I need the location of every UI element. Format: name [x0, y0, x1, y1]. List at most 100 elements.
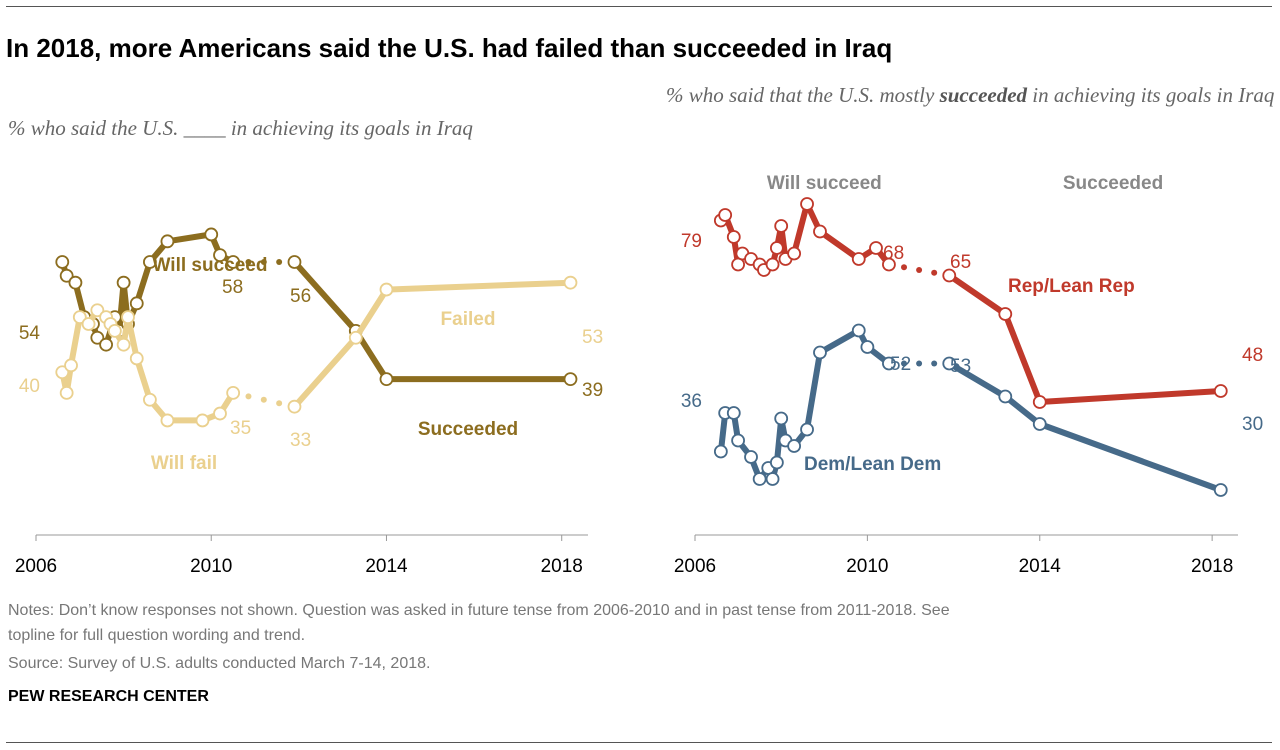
data-point: [287, 255, 302, 269]
data-point: [226, 385, 241, 400]
data-point: [55, 365, 70, 380]
data-point: [81, 317, 96, 331]
series-label: Will succeed: [153, 255, 268, 276]
right-subtitle-emphasis: succeeded: [939, 83, 1028, 107]
bottom-rule: [6, 742, 1272, 743]
series-line: [291, 259, 574, 383]
gap-dot: [245, 393, 252, 400]
data-point: [563, 275, 578, 290]
data-point: [731, 433, 745, 448]
series-label: Failed: [441, 309, 496, 330]
data-point: [99, 337, 113, 352]
data-point: [942, 268, 957, 283]
data-point: [379, 372, 394, 387]
series-dem-lean-dem: Dem/Lean Dem 36 52 53 30: [681, 323, 1263, 497]
data-point: [1032, 417, 1047, 431]
data-point: [59, 268, 74, 283]
section-label: Will succeed: [767, 173, 882, 194]
value-label: 54: [19, 323, 41, 344]
data-point: [787, 246, 802, 261]
left-chart: 2006 2010 2014 2018 Will succeed Succeeded 54 5…: [15, 227, 603, 577]
x-tick-label: 2018: [541, 556, 583, 577]
data-point: [116, 275, 131, 290]
data-point: [765, 472, 780, 486]
data-point: [752, 472, 767, 486]
data-point: [59, 385, 74, 400]
series-failed: Will fail Failed 40 35 33 53: [19, 275, 603, 474]
source-name: PEW RESEARCH CENTER: [8, 688, 209, 705]
value-label: 53: [950, 356, 971, 377]
data-point: [774, 219, 789, 233]
data-point: [90, 330, 105, 345]
data-point: [64, 358, 78, 373]
value-label: 58: [222, 277, 243, 298]
gap-dot: [260, 396, 267, 403]
data-point: [563, 372, 578, 387]
x-tick-label: 2018: [1191, 556, 1233, 577]
series-label: Succeeded: [418, 419, 518, 440]
gap-dot: [931, 360, 938, 367]
data-point: [121, 310, 135, 325]
gap-dot: [260, 259, 267, 265]
notes-line-2: topline for full question wording and tr…: [8, 627, 306, 644]
data-point: [195, 413, 210, 428]
gap-dot: [245, 259, 252, 265]
right-chart: 2006 2010 2014 2018 Will succeed Succeeded Rep…: [674, 173, 1263, 577]
data-point: [769, 241, 784, 255]
series-succeeded: Will succeed Succeeded 54 58 56 39: [19, 227, 603, 440]
data-point: [813, 224, 827, 239]
value-label: 35: [230, 418, 251, 439]
data-point: [160, 413, 175, 428]
series-line: [946, 272, 1224, 405]
gap-dot: [901, 360, 908, 367]
value-label: 30: [1242, 414, 1263, 435]
data-point: [287, 399, 302, 414]
data-point: [718, 208, 733, 222]
data-point: [882, 257, 896, 272]
data-point: [726, 230, 741, 244]
data-point: [998, 307, 1013, 321]
data-point: [143, 392, 157, 407]
value-label: 39: [582, 380, 603, 401]
value-label: 65: [950, 252, 971, 273]
value-label: 33: [290, 430, 311, 451]
data-point: [851, 252, 866, 266]
left-chart-subtitle: % who said the U.S. ____ in achieving it…: [8, 116, 473, 140]
value-label: 40: [19, 376, 40, 397]
value-label: 56: [290, 286, 311, 307]
source-note: Source: Survey of U.S. adults conducted …: [8, 655, 431, 672]
data-point: [713, 444, 728, 459]
data-point: [765, 257, 780, 272]
x-tick-label: 2006: [674, 556, 716, 577]
data-point: [800, 422, 814, 437]
data-point: [882, 356, 896, 371]
data-point: [1032, 395, 1047, 409]
data-point: [726, 406, 741, 420]
data-point: [160, 234, 175, 249]
page-title: In 2018, more Americans said the U.S. ha…: [6, 33, 893, 63]
data-point: [1213, 483, 1228, 497]
series-rep-lean-rep: Rep/Lean Rep 79 68 65 48: [681, 197, 1263, 409]
gap-dot: [276, 259, 283, 265]
data-point: [869, 241, 883, 255]
data-point: [213, 248, 227, 263]
notes-line-1: Notes: Don’t know responses not shown. Q…: [8, 602, 950, 619]
top-rule: [6, 6, 1272, 7]
x-tick-label: 2010: [846, 556, 888, 577]
data-point: [769, 455, 784, 470]
data-point: [55, 255, 70, 269]
data-point: [129, 296, 144, 311]
x-tick-label: 2014: [1019, 556, 1062, 577]
gap-dot: [916, 267, 923, 273]
value-label: 68: [883, 243, 904, 264]
series-line: [946, 360, 1224, 493]
right-subtitle-part-1: % who said that the U.S. mostly: [666, 83, 940, 107]
x-tick-label: 2010: [190, 556, 232, 577]
data-point: [860, 340, 875, 354]
gap-dot: [931, 269, 938, 276]
series-label: Rep/Lean Rep: [1008, 276, 1135, 297]
data-point: [851, 323, 866, 338]
series-line: [291, 279, 574, 410]
data-point: [213, 406, 227, 421]
